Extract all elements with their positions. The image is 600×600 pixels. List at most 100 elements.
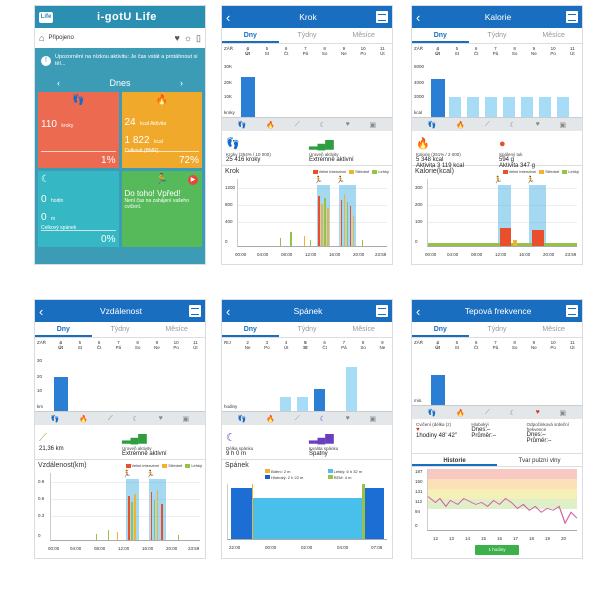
day-bar[interactable] [241,77,255,117]
steps-icon[interactable]: 👣 [427,121,437,129]
tab-weeks[interactable]: Týdny [487,32,507,39]
tab-days[interactable]: Dny [222,28,279,43]
day-item[interactable]: 8 So [321,46,328,56]
tab-pulse[interactable]: Tvar pulzní vlny [518,458,561,464]
moon-icon[interactable]: ☾ [319,121,326,129]
day-bar[interactable] [539,97,551,117]
steps-icon[interactable]: 👣 [237,415,247,423]
prev-day-icon[interactable]: ‹ [57,78,60,88]
moon-icon[interactable]: ☾ [509,121,516,129]
battery-icon[interactable]: ▣ [559,409,567,417]
day-bar[interactable] [280,397,291,411]
day-item[interactable]: 7 Pá [302,46,309,56]
back-icon[interactable]: ‹ [39,303,44,319]
day-bar[interactable] [297,397,308,411]
back-icon[interactable]: ‹ [226,303,231,319]
day-item[interactable]: 9 Ne [379,340,386,350]
tab-weeks[interactable]: Týdny [297,326,317,333]
moon-icon[interactable]: ☾ [509,409,516,417]
tab-weeks[interactable]: Týdny [487,326,507,333]
day-bar[interactable] [467,97,479,117]
tab-history[interactable]: Historie [412,454,497,466]
day-bar[interactable] [314,389,325,411]
day-bar[interactable] [557,97,569,117]
day-item[interactable]: 5 St [454,46,459,56]
report-icon[interactable] [376,11,388,23]
back-icon[interactable]: ‹ [226,9,231,25]
activity-notice[interactable]: ! Upozornění na nízkou aktivitu: Je čas … [35,48,205,74]
day-bar[interactable] [431,375,445,405]
tab-weeks[interactable]: Týdny [297,32,317,39]
sleep-tile[interactable]: ☾ 0 hodin 0 m Celkový spánek 0% [38,171,119,247]
day-item[interactable]: 6 Čt [473,46,479,56]
activity-tile[interactable]: 🔥 24 kcal Aktivita 1 822 kcal Celkově (B… [121,92,202,168]
day-item[interactable]: 4 Út [435,46,440,56]
workout-tile[interactable]: 🏃 ▶ Do toho! Vpřed! Není čas na zahájení… [121,171,202,247]
steps-icon[interactable]: 👣 [237,121,247,129]
report-icon[interactable] [566,11,578,23]
play-icon[interactable]: ▶ [188,175,198,185]
day-item[interactable]: 3 Po [264,340,270,350]
tab-days[interactable]: Dny [222,322,279,337]
day-item[interactable]: 10 Po [550,46,556,56]
day-item[interactable]: 11 Út [380,46,385,56]
distance-icon[interactable]: ⟋ [107,414,113,422]
tab-days[interactable]: Dny [412,28,469,43]
back-icon[interactable]: ‹ [416,303,421,319]
day-item[interactable]: 7 Pá [341,340,347,350]
day-item[interactable]: 2 Ne [244,340,251,350]
day-item[interactable]: 9 Ne [530,46,537,56]
day-bar[interactable] [431,79,445,117]
day-item[interactable]: 11 Út [193,340,198,350]
day-item[interactable]: 5 St [264,46,269,56]
battery-icon[interactable]: ▣ [182,415,190,423]
day-bar[interactable] [521,97,533,117]
day-item[interactable]: 6 Čt [283,46,289,56]
day-item[interactable]: 7 Pá [115,340,122,350]
tab-days[interactable]: Dny [35,322,92,337]
tab-days[interactable]: Dny [412,322,469,337]
flame-icon[interactable]: 🔥 [456,121,466,129]
day-item[interactable]: 4 Út [435,340,440,350]
tab-weeks[interactable]: Týdny [110,326,130,333]
distance-icon[interactable]: ⟋ [294,120,300,128]
tab-months[interactable]: Měsíce [542,326,565,333]
heart-icon[interactable]: ♥ [535,121,540,128]
heart-icon[interactable]: ♥ [174,33,180,43]
distance-icon[interactable]: ⟋ [294,414,300,422]
steps-icon[interactable]: 👣 [427,409,437,417]
day-item[interactable]: 5 St [77,340,82,350]
day-item[interactable]: 10 Po [550,340,556,350]
moon-icon[interactable]: ☾ [132,415,139,423]
day-item[interactable]: 7 Pá [492,46,499,56]
day-bar[interactable] [485,97,497,117]
report-icon[interactable] [376,305,388,317]
flame-icon[interactable]: 🔥 [456,409,466,417]
day-item[interactable]: 11 Út [570,340,575,350]
day-item[interactable]: 8 So [511,340,518,350]
heart-icon[interactable]: ♥ [535,409,540,416]
day-item[interactable]: 6 Čt [473,340,479,350]
tab-months[interactable]: Měsíce [165,326,188,333]
day-bar[interactable] [54,377,68,411]
flame-icon[interactable]: 🔥 [79,415,89,423]
battery-icon[interactable]: ▣ [559,121,567,129]
day-item[interactable]: 4 Út [283,340,289,350]
flame-icon[interactable]: 🔥 [266,415,276,423]
day-item[interactable]: 10 Po [360,46,366,56]
distance-icon[interactable]: ⟋ [484,120,490,128]
day-item[interactable]: 6 Čt [322,340,327,350]
report-icon[interactable] [189,305,201,317]
day-item[interactable]: 4 Út [58,340,63,350]
day-item[interactable]: 4 Út [245,46,250,56]
back-icon[interactable]: ‹ [416,9,421,25]
day-bar[interactable] [449,97,461,117]
battery-icon[interactable]: ▣ [369,415,377,423]
day-item[interactable]: 5 St [454,340,459,350]
next-day-icon[interactable]: › [179,78,183,88]
day-item[interactable]: 9 Ne [153,340,160,350]
activity-window[interactable] [316,185,331,246]
day-item[interactable]: 8 So [360,340,366,350]
day-item[interactable]: 11 Út [570,46,575,56]
day-item[interactable]: 9 Ne [340,46,347,56]
